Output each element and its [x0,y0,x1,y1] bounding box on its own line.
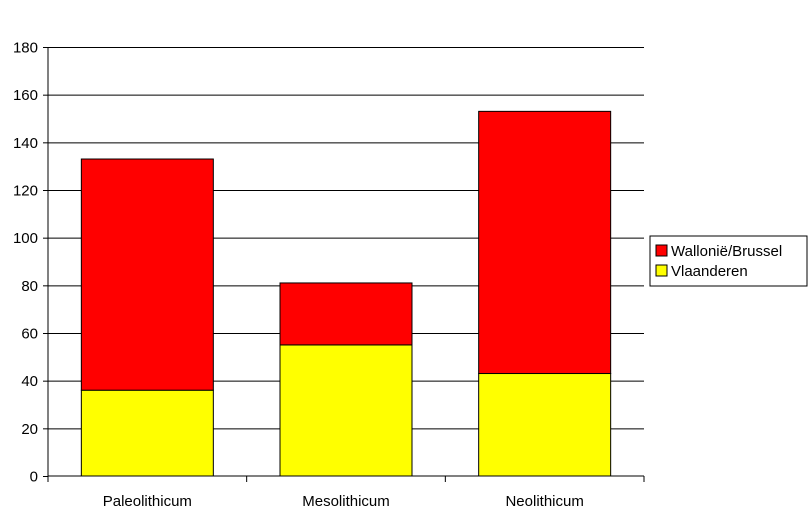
bar-segment-vlaanderen-paleolithicum [80,389,214,477]
y-tick-label: 140 [13,135,38,152]
y-tick-label: 120 [13,183,38,200]
x-axis-ticks: Paleolithicum Mesolithicum Neolithicum [47,476,645,510]
y-tick-label: 180 [13,40,38,57]
x-tick-label: Mesolithicum [302,493,390,510]
y-tick-label: 0 [30,469,38,486]
legend-label: Wallonië/Brussel [671,243,782,260]
x-tick-label: Neolithicum [505,493,583,510]
bars [80,110,612,477]
axes [47,47,644,477]
y-tick-label: 40 [21,373,38,390]
legend: Wallonië/Brussel Vlaanderen [649,235,808,287]
y-tick-label: 20 [21,421,38,438]
bar-segment-vlaanderen-neolithicum [478,373,612,477]
y-tick-label: 160 [13,87,38,104]
bar-segment-wallonibrussel-mesolithicum [279,282,413,346]
legend-label: Vlaanderen [671,263,748,280]
y-axis-ticks: 0 20 40 60 80 100 120 140 160 180 [13,40,48,486]
bar-segment-vlaanderen-mesolithicum [279,344,413,477]
y-tick-label: 60 [21,326,38,343]
y-tick-label: 80 [21,278,38,295]
bar-segment-wallonibrussel-paleolithicum [80,158,214,391]
x-tick-label: Paleolithicum [103,493,192,510]
legend-box [649,235,808,287]
bar-segment-wallonibrussel-neolithicum [478,110,612,375]
legend-swatch [655,244,668,257]
legend-swatch [655,264,668,277]
y-tick-label: 100 [13,230,38,247]
